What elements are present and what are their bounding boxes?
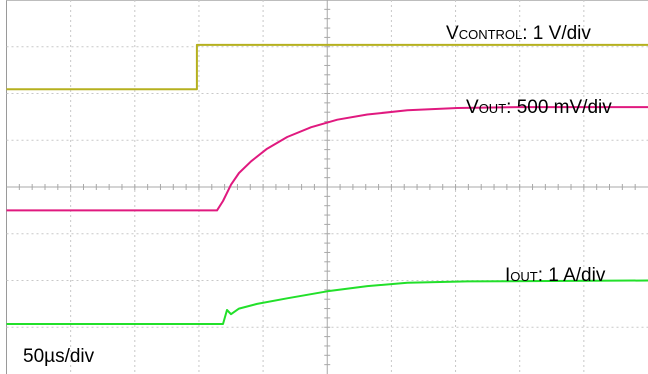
- iout-label-main: I: [505, 265, 510, 286]
- iout-trace: [6, 279, 648, 325]
- timebase-label: 50µs/div: [23, 346, 95, 367]
- vout-label: VOUT: 500 mV/div: [466, 97, 612, 118]
- vout-label-sub: OUT: [479, 101, 507, 116]
- labels: VCONTROL: 1 V/div VOUT: 500 mV/div IOUT:…: [23, 23, 612, 367]
- vout-scale: : 500 mV/div: [506, 97, 612, 118]
- iout-label: IOUT: 1 A/div: [505, 265, 606, 286]
- vcontrol-scale: : 1 V/div: [522, 23, 591, 44]
- iout-label-sub: OUT: [510, 269, 538, 284]
- iout-scale: : 1 A/div: [538, 265, 606, 286]
- vout-trace: [6, 106, 648, 212]
- vout-label-main: V: [466, 97, 479, 118]
- graticule: [6, 0, 648, 374]
- traces: [6, 43, 648, 325]
- vcontrol-label-main: V: [446, 23, 459, 44]
- vcontrol-label-sub: CONTROL: [459, 27, 523, 42]
- vcontrol-label: VCONTROL: 1 V/div: [446, 23, 591, 44]
- vcontrol-trace: [6, 43, 648, 91]
